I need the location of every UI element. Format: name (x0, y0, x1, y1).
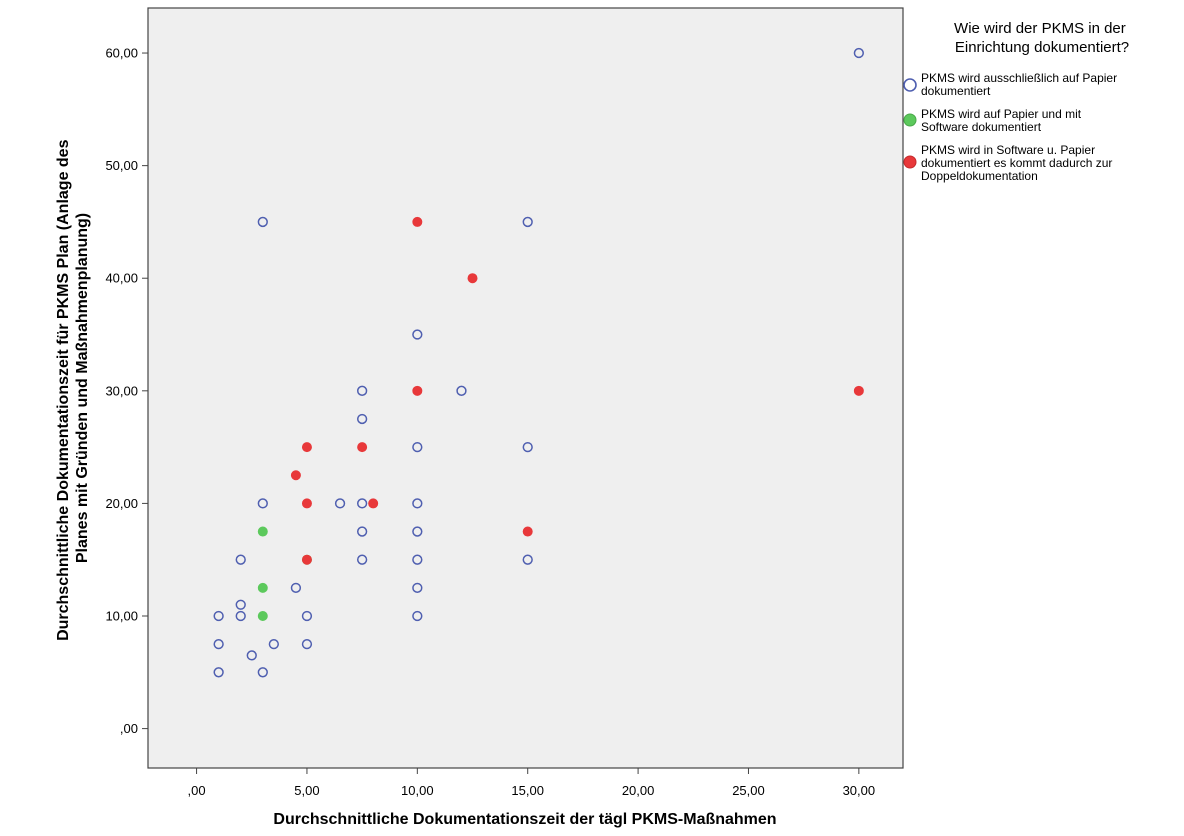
point-paper-only (412, 582, 423, 594)
point-paper-only (235, 554, 246, 565)
point-paper-only (301, 610, 313, 622)
legend-label-double-documentation-line-3: Doppeldokumentation (921, 169, 1038, 183)
y-tick-label: 30,00 (105, 383, 138, 398)
point-paper-only (268, 638, 279, 650)
point-paper-only (522, 216, 533, 228)
point-double-documentation (357, 442, 368, 453)
legend-title-line-1: Wie wird der PKMS in der (954, 20, 1126, 37)
y-tick-label: 40,00 (105, 271, 138, 286)
point-double-documentation (522, 526, 533, 537)
legend-marker-paper-and-software (903, 113, 917, 127)
y-tick-label: 60,00 (105, 46, 138, 61)
point-paper-only (356, 554, 368, 565)
legend-marker-double-documentation (903, 155, 917, 169)
point-double-documentation (853, 385, 864, 396)
y-axis-title: Durchschnittliche Dokumentationszeit für… (55, 135, 91, 641)
y-tick-label: 20,00 (105, 496, 138, 511)
x-axis-title: Durchschnittliche Dokumentationszeit der… (273, 811, 776, 828)
y-axis-title-line-1: Durchschnittliche Dokumentationszeit für… (55, 139, 72, 641)
point-paper-only (213, 667, 224, 678)
x-tick-label: 30,00 (843, 783, 876, 798)
point-paper-only (356, 498, 368, 509)
point-double-documentation (290, 470, 301, 481)
point-paper-only (290, 582, 302, 594)
point-paper-only (412, 329, 423, 340)
legend-label-double-documentation: PKMS wird in Software u. Papier dokument… (921, 143, 1116, 183)
point-paper-only (301, 638, 313, 650)
point-paper-only (456, 385, 467, 396)
point-paper-only (213, 638, 224, 650)
y-axis: ,00 10,00 20,00 30,00 40,00 50,00 60,00 (105, 46, 148, 736)
y-axis-title-line-2: Planes mit Gründen und Maßnahmenplanung) (74, 213, 91, 563)
point-paper-only (412, 526, 423, 537)
point-paper-only (853, 47, 864, 59)
point-double-documentation (301, 554, 312, 565)
y-tick-label: ,00 (120, 721, 138, 736)
legend: Wie wird der PKMS in der Einrichtung dok… (903, 20, 1130, 183)
point-paper-and-software (257, 582, 268, 593)
legend-marker-paper-only (903, 78, 917, 92)
x-tick-label: 15,00 (511, 783, 544, 798)
point-paper-and-software (257, 526, 268, 537)
x-tick-label: 25,00 (732, 783, 765, 798)
x-tick-label: 5,00 (294, 783, 319, 798)
legend-label-paper-and-software: PKMS wird auf Papier und mit Software do… (921, 107, 1084, 134)
legend-label-paper-only-line-2: dokumentiert (921, 84, 991, 98)
x-tick-label: 10,00 (401, 783, 434, 798)
x-axis: ,00 5,00 10,00 15,00 20,00 25,00 30,00 (188, 768, 876, 798)
y-tick-label: 50,00 (105, 158, 138, 173)
point-double-documentation (467, 273, 478, 284)
point-double-documentation (368, 498, 379, 509)
legend-label-paper-only: PKMS wird ausschließlich auf Papier doku… (921, 71, 1120, 98)
point-double-documentation (412, 216, 423, 227)
point-paper-only (356, 526, 368, 537)
legend-label-double-documentation-line-2: dokumentiert es kommt dadurch zur (921, 156, 1112, 170)
x-tick-label: ,00 (188, 783, 206, 798)
point-double-documentation (412, 385, 423, 396)
point-double-documentation (301, 442, 312, 453)
point-paper-only (412, 441, 423, 453)
point-paper-and-software (257, 611, 268, 622)
point-paper-only (334, 498, 346, 509)
point-paper-only (246, 650, 257, 661)
point-paper-only (257, 216, 268, 228)
point-paper-only (412, 610, 423, 622)
x-tick-label: 20,00 (622, 783, 655, 798)
point-paper-only (412, 554, 423, 565)
plot-area (147, 7, 904, 769)
point-paper-only (412, 498, 423, 509)
point-paper-only (213, 610, 224, 622)
legend-label-paper-only-line-1: PKMS wird ausschließlich auf Papier (921, 71, 1117, 85)
data-points (213, 47, 864, 678)
point-paper-only (235, 599, 246, 610)
point-paper-only (257, 498, 268, 509)
point-paper-only (522, 441, 533, 453)
y-tick-label: 10,00 (105, 609, 138, 624)
legend-title-line-2: Einrichtung dokumentiert? (955, 39, 1129, 56)
point-double-documentation (301, 498, 312, 509)
legend-label-double-documentation-line-1: PKMS wird in Software u. Papier (921, 143, 1095, 157)
point-paper-only (235, 610, 246, 622)
legend-label-paper-and-software-line-2: Software dokumentiert (921, 120, 1042, 134)
point-paper-only (522, 554, 533, 565)
point-paper-only (356, 413, 368, 425)
point-paper-only (356, 385, 368, 396)
point-paper-only (257, 667, 268, 678)
legend-label-paper-and-software-line-1: PKMS wird auf Papier und mit (921, 107, 1082, 121)
legend-title: Wie wird der PKMS in der Einrichtung dok… (954, 20, 1130, 56)
